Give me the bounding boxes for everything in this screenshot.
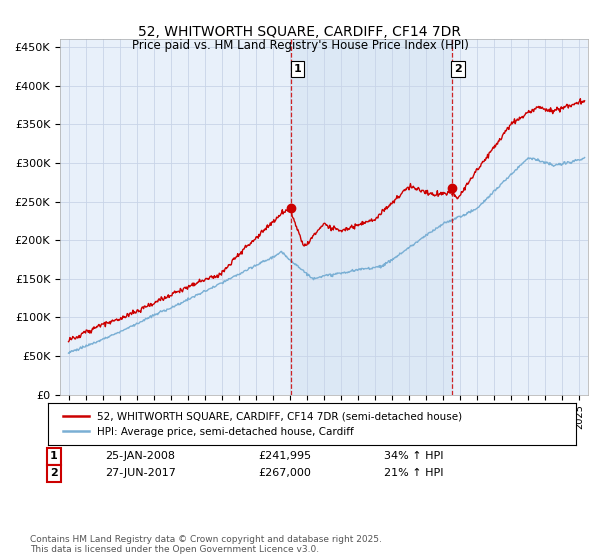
Text: Price paid vs. HM Land Registry's House Price Index (HPI): Price paid vs. HM Land Registry's House …: [131, 39, 469, 52]
Bar: [291, 39, 452, 395]
Text: 25-JAN-2008: 25-JAN-2008: [105, 451, 175, 461]
Text: 52, WHITWORTH SQUARE, CARDIFF, CF14 7DR: 52, WHITWORTH SQUARE, CARDIFF, CF14 7DR: [139, 25, 461, 39]
Legend: 52, WHITWORTH SQUARE, CARDIFF, CF14 7DR (semi-detached house), HPI: Average pric: 52, WHITWORTH SQUARE, CARDIFF, CF14 7DR …: [58, 408, 466, 441]
Text: Contains HM Land Registry data © Crown copyright and database right 2025.
This d: Contains HM Land Registry data © Crown c…: [30, 535, 382, 554]
Text: 1: 1: [293, 64, 301, 74]
Text: £241,995: £241,995: [258, 451, 311, 461]
Text: £267,000: £267,000: [258, 468, 311, 478]
Text: 2: 2: [454, 64, 462, 74]
Text: 27-JUN-2017: 27-JUN-2017: [105, 468, 176, 478]
Text: 34% ↑ HPI: 34% ↑ HPI: [384, 451, 443, 461]
Text: 2: 2: [50, 468, 58, 478]
Text: 21% ↑ HPI: 21% ↑ HPI: [384, 468, 443, 478]
Text: 1: 1: [50, 451, 58, 461]
